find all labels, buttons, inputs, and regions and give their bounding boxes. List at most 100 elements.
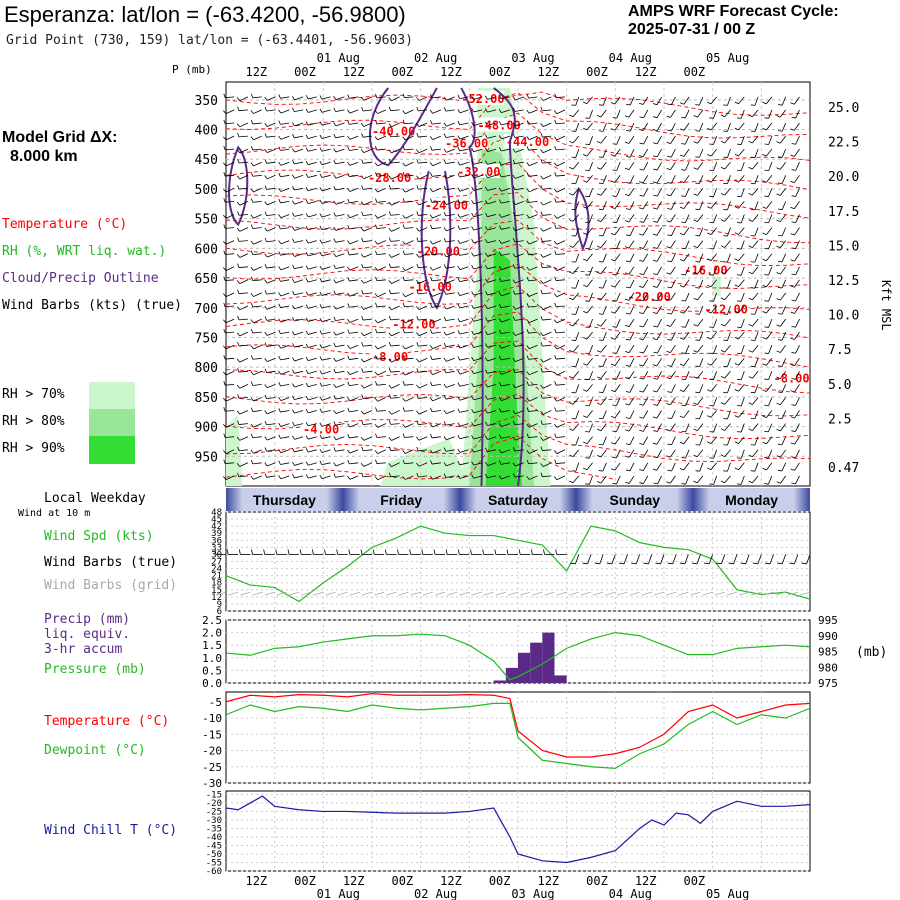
wind-barb: [443, 368, 455, 374]
wind-barb-flag: [333, 122, 337, 127]
wind-barb-staff: [528, 462, 538, 465]
wind-barb-grid: [653, 591, 665, 596]
wind-barb-flag: [679, 180, 685, 184]
wind-barb-staff: [642, 253, 649, 262]
wind-barb-flag: [292, 317, 295, 322]
wind-barb-staff: [556, 370, 566, 376]
wind-barb: [223, 355, 235, 360]
wind-barb-grid-staff: [215, 591, 227, 596]
wind-barb-staff: [252, 331, 262, 334]
wind-barb-staff: [656, 227, 662, 236]
wind-barb: [292, 435, 304, 440]
wind-barb-grid-staff: [763, 591, 774, 596]
wind-barb: [471, 330, 483, 335]
wind-barb-staff: [671, 410, 676, 419]
wind-barb-flag: [347, 449, 351, 454]
wind-barb-flag: [416, 436, 420, 441]
wind-barb-flag: [598, 365, 603, 367]
wind-barb-flag: [554, 145, 557, 151]
wind-barb: [264, 436, 276, 441]
wind-barb-flag: [540, 306, 544, 310]
wind-barb-staff: [377, 109, 386, 114]
wind-barb-staff: [795, 266, 800, 276]
wind-barb: [457, 94, 469, 100]
wind-barb-staff: [432, 109, 442, 114]
wind-barb-staff: [363, 279, 373, 284]
wind-barb-staff: [766, 201, 773, 209]
wind-barb-staff: [752, 449, 759, 458]
wind-barb-staff: [239, 357, 249, 363]
wind-barb-staff: [459, 475, 469, 479]
wind-barb-staff: [404, 462, 414, 465]
wind-barb-staff: [239, 410, 249, 415]
wind-barb-staff: [294, 410, 304, 414]
wind-barb-flag: [734, 389, 739, 392]
wind-barb-staff: [600, 371, 607, 379]
wind-barb: [652, 410, 662, 419]
wind-barb-flag: [624, 141, 629, 144]
wind-barb: [526, 355, 538, 360]
wind-barb: [667, 148, 676, 158]
wind-barb-staff: [280, 174, 290, 178]
wind-barb-flag: [693, 428, 698, 432]
wind-barb: [624, 109, 635, 118]
wind-barb-flag: [264, 473, 267, 478]
wind-barb-staff: [238, 449, 248, 452]
wind-barb-flag: [457, 146, 461, 151]
wind-barb-staff: [321, 357, 331, 361]
wind-barb-flag: [416, 237, 419, 242]
wind-barb-flag: [583, 310, 588, 314]
wind-barb: [720, 423, 731, 431]
wind-barb-staff: [405, 423, 414, 428]
temperature-panel: -5-10-15-20-25-30: [202, 691, 811, 790]
wind-barb: [653, 240, 662, 249]
wind-barb-true-flag: [384, 549, 387, 555]
wind-barb-staff: [629, 331, 635, 341]
wind-barb: [612, 475, 621, 485]
wind-barb-flag: [457, 408, 461, 413]
wind-barb-flag: [485, 343, 488, 348]
wind-barb-staff: [542, 475, 552, 478]
wind-barb-flag: [569, 140, 574, 144]
wind-barb-grid-staff: [580, 591, 592, 596]
wind-barb-flag: [416, 149, 420, 154]
wind-barb: [236, 201, 249, 206]
wind-barb-staff: [308, 384, 317, 388]
wind-barb-staff: [555, 279, 566, 281]
wind-barb: [457, 225, 469, 230]
wind-barb-flag: [223, 476, 227, 480]
wind-barb-flag: [790, 416, 795, 419]
wind-barb: [250, 397, 262, 402]
wind-barb-staff: [642, 397, 649, 406]
wind-barb-staff: [432, 240, 442, 245]
wind-barb: [292, 133, 304, 139]
wind-barb-flag: [347, 250, 350, 256]
wind-barb-staff: [699, 148, 704, 158]
top-time-tick-3: 00Z: [391, 65, 413, 79]
wind-barb-staff: [614, 331, 621, 340]
wind-barb-staff: [589, 345, 593, 354]
wind-barb-grid-staff: [471, 591, 482, 596]
wind-barb: [319, 317, 331, 323]
wind-barb: [236, 148, 249, 154]
pressure-tick-1: 400: [195, 124, 218, 139]
wind-barb-flag: [498, 396, 502, 401]
wind-barb-flag: [709, 352, 714, 354]
wind-barb: [457, 344, 469, 349]
wind-barb-staff: [280, 135, 290, 140]
wind-barb-staff: [752, 292, 759, 301]
wind-barb-flag: [512, 342, 516, 347]
wind-barb-staff: [349, 201, 359, 204]
wind-barb-flag: [292, 290, 295, 295]
wind-barb-flag: [498, 135, 502, 140]
wind-barb-true-flag: [643, 562, 649, 565]
wind-barb: [709, 423, 718, 433]
wind-barb-flag: [571, 287, 576, 289]
wind-barb: [375, 328, 386, 334]
wind-barb-flag: [237, 237, 240, 242]
wind-barb-true-flag: [594, 562, 600, 565]
wind-barb-flag: [624, 246, 630, 249]
wind-barb-staff: [542, 449, 552, 451]
wind-barb-staff: [710, 122, 718, 131]
wind-barb-flag: [498, 120, 502, 126]
